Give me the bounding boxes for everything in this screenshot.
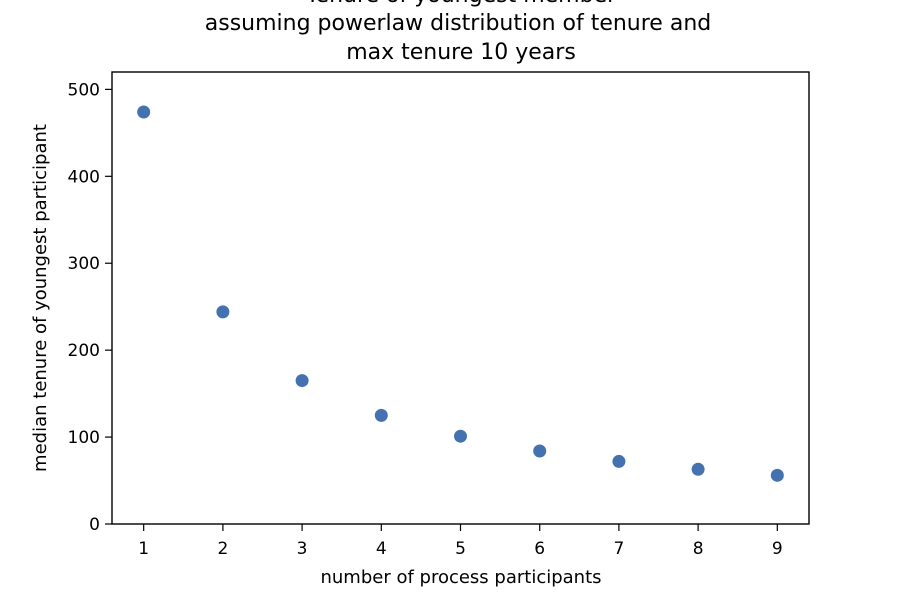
x-axis-label: number of process participants <box>320 567 601 588</box>
x-tick-label: 7 <box>613 539 624 559</box>
y-tick-label: 300 <box>68 254 100 274</box>
y-axis-label: median tenure of youngest participant <box>30 124 51 472</box>
ticks-layer: 1 2 3 4 5 6 7 8 9 0 100 200 300 400 500 <box>68 80 783 559</box>
data-point <box>770 468 784 482</box>
x-tick-label: 4 <box>376 539 387 559</box>
y-tick-label: 0 <box>89 515 100 535</box>
x-tick-label: 1 <box>138 539 149 559</box>
data-point <box>374 408 388 422</box>
plot-area-frame <box>111 71 810 525</box>
chart-title: Tenure of youngest member assuming power… <box>205 0 711 65</box>
data-point <box>137 105 151 119</box>
points-layer <box>137 105 784 482</box>
x-tick-label: 2 <box>217 539 228 559</box>
data-point <box>533 444 547 458</box>
y-tick-label: 400 <box>68 167 100 187</box>
x-tick-label: 3 <box>297 539 308 559</box>
data-point <box>612 454 626 468</box>
x-tick-label: 9 <box>772 539 783 559</box>
chart-title-line-2: assuming powerlaw distribution of tenure… <box>205 11 711 36</box>
x-tick-label: 5 <box>455 539 466 559</box>
data-point <box>216 305 230 319</box>
y-tick-label: 500 <box>68 80 100 100</box>
data-point <box>691 462 705 476</box>
x-tick-label: 8 <box>693 539 704 559</box>
y-tick-label: 100 <box>68 428 100 448</box>
chart-title-line-1: Tenure of youngest member <box>305 0 617 8</box>
y-tick-label: 200 <box>68 341 100 361</box>
chart-title-line-3: max tenure 10 years <box>346 40 576 65</box>
x-tick-label: 6 <box>534 539 545 559</box>
data-point <box>454 429 467 443</box>
data-point <box>295 374 309 388</box>
